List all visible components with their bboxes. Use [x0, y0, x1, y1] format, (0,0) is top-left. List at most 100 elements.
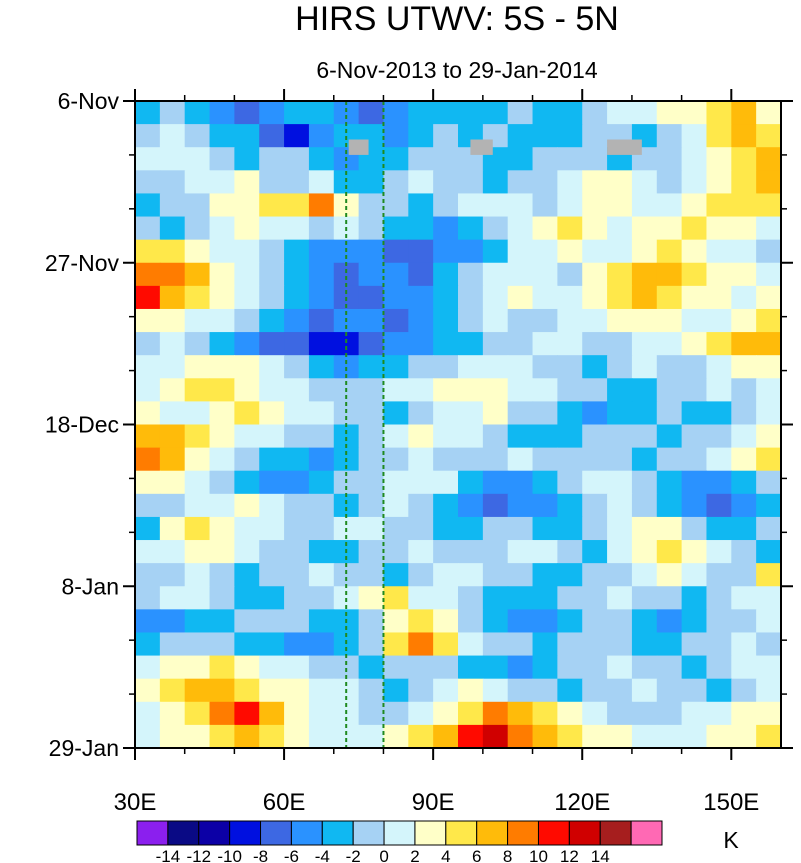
heat-cell	[159, 701, 186, 726]
heat-cell	[408, 424, 434, 449]
colorbar-swatch	[476, 820, 509, 846]
colorbar-tick-label: -4	[315, 847, 330, 863]
heat-cell	[756, 470, 781, 495]
heat-cell	[656, 724, 683, 748]
heat-cell	[408, 124, 434, 148]
heat-cell	[458, 447, 484, 472]
heat-cell	[557, 424, 583, 449]
heat-cell	[458, 724, 484, 748]
heat-cell	[731, 124, 757, 148]
heat-cell	[706, 447, 732, 472]
heat-cell	[184, 609, 211, 634]
heat-cell	[557, 170, 583, 195]
heat-cell	[607, 401, 633, 426]
heat-cell	[259, 586, 285, 610]
heat-cell	[631, 678, 658, 703]
heat-cell	[656, 355, 683, 379]
heat-cell	[731, 285, 757, 310]
heat-cell	[731, 609, 757, 634]
colorbar-tick-label: 6	[472, 847, 481, 863]
heat-cell	[135, 262, 161, 287]
heat-cell	[433, 285, 459, 310]
heat-cell	[582, 332, 608, 356]
heat-cell	[507, 632, 534, 657]
heat-cell	[284, 609, 310, 634]
heat-cell	[631, 101, 658, 125]
heat-cell	[383, 701, 409, 726]
heat-cell	[482, 586, 509, 610]
heat-cell	[706, 308, 732, 333]
heat-cell	[184, 540, 211, 564]
heat-cell	[482, 332, 509, 356]
heat-cell	[408, 170, 434, 195]
heat-cell	[358, 724, 385, 748]
heat-cell	[631, 193, 658, 218]
heat-cell	[433, 609, 459, 634]
heat-cell	[756, 285, 781, 310]
heat-cell	[358, 378, 385, 402]
heat-cell	[756, 701, 781, 726]
heat-cell	[458, 516, 484, 541]
colorbar-swatch	[352, 820, 385, 846]
heat-cell	[135, 655, 161, 680]
heat-cell	[284, 193, 310, 218]
heat-cell	[656, 655, 683, 680]
colorbar-swatch	[229, 820, 262, 846]
colorbar-swatch	[290, 820, 323, 846]
heat-cell	[482, 540, 509, 564]
heat-cell	[582, 678, 608, 703]
heat-cell	[333, 724, 360, 748]
heat-cell	[756, 563, 781, 587]
heat-cell	[284, 124, 310, 148]
heat-cell	[433, 516, 459, 541]
heat-cell	[308, 355, 335, 379]
heat-cell	[135, 470, 161, 495]
heat-cell	[259, 447, 285, 472]
heat-cell	[308, 678, 335, 703]
heat-cell	[706, 701, 732, 726]
heat-cell	[507, 516, 534, 541]
heat-cell	[507, 355, 534, 379]
heat-cell	[458, 285, 484, 310]
heat-cell	[135, 401, 161, 426]
heat-cell	[507, 216, 534, 241]
heat-cell	[433, 401, 459, 426]
heat-cell	[408, 540, 434, 564]
heat-cell	[135, 308, 161, 333]
heat-cell	[433, 101, 459, 125]
heat-cell	[706, 470, 732, 495]
heat-cell	[234, 101, 260, 125]
heat-cell	[209, 447, 235, 472]
heat-cell	[383, 516, 409, 541]
heat-cell	[582, 285, 608, 310]
heat-cell	[607, 101, 633, 125]
heat-cell	[184, 355, 211, 379]
heat-cell	[706, 401, 732, 426]
heat-cell	[135, 424, 161, 449]
heat-cell	[234, 216, 260, 241]
heat-cell	[482, 563, 509, 587]
heat-cell	[706, 632, 732, 657]
heat-cell	[259, 632, 285, 657]
heat-cell	[582, 262, 608, 287]
heat-cell	[532, 239, 558, 264]
heat-cell	[383, 239, 409, 264]
heat-cell	[159, 632, 186, 657]
heat-cell	[308, 401, 335, 426]
heat-cell	[607, 239, 633, 264]
heat-cell	[383, 216, 409, 241]
heat-cell	[308, 332, 335, 356]
heat-cell	[184, 447, 211, 472]
heat-cell	[631, 540, 658, 564]
y-axis-labels: 6-Nov 27-Nov 18-Dec 8-Jan 29-Jan	[45, 88, 120, 761]
heat-cell	[308, 655, 335, 680]
heat-cell	[557, 308, 583, 333]
heat-cell	[159, 540, 186, 564]
heat-cell	[135, 216, 161, 241]
heat-cell	[631, 493, 658, 518]
heat-cell	[482, 355, 509, 379]
heat-cell	[631, 424, 658, 449]
x-tick-label: 120E	[554, 789, 610, 816]
heat-cell	[159, 216, 186, 241]
heat-cell	[135, 678, 161, 703]
